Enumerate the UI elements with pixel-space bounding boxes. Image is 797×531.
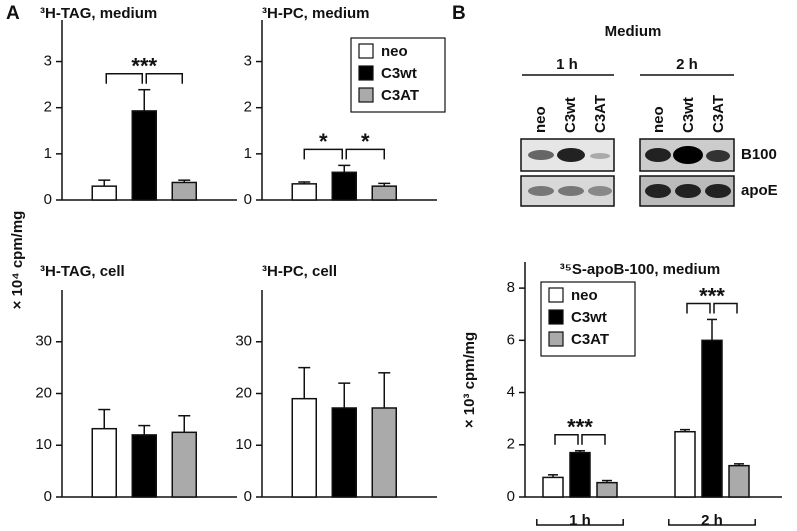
legend-swatch [358, 65, 374, 81]
bar [131, 434, 157, 498]
chart-title: ³H-PC, medium [262, 5, 370, 22]
y-tick-label: 2 [44, 99, 52, 116]
legend-label: C3AT [571, 331, 609, 348]
y-axis-label: × 10⁴ cpm/mg [9, 211, 26, 310]
bar [542, 476, 564, 498]
panel-label: A [6, 3, 20, 24]
legend-swatch [548, 331, 564, 347]
x-tick-label: 1 h [569, 512, 591, 529]
significance-label: *** [567, 415, 593, 440]
bar [91, 427, 117, 498]
y-tick-label: 30 [235, 333, 252, 350]
legend-swatch [548, 287, 564, 303]
y-tick-label: 20 [35, 384, 52, 401]
y-tick-label: 3 [44, 53, 52, 70]
significance-bracket [345, 148, 385, 160]
y-tick-label: 3 [244, 53, 252, 70]
legend-swatch [548, 309, 564, 325]
lane-label: neo [650, 106, 667, 133]
bar [728, 464, 750, 498]
y-axis-label: × 10³ cpm/mg [461, 332, 478, 428]
lane-label: neo [532, 106, 549, 133]
significance-bracket [303, 148, 343, 160]
legend-label: C3AT [381, 87, 419, 104]
bar [596, 481, 618, 498]
y-tick-label: 10 [35, 436, 52, 453]
lane-label: C3wt [680, 97, 697, 133]
y-tick-label: 10 [235, 436, 252, 453]
bar [131, 110, 157, 201]
y-tick-label: 8 [507, 279, 515, 296]
bar [91, 185, 117, 201]
chart-title: ³H-TAG, medium [40, 5, 157, 22]
significance-bracket [105, 72, 183, 84]
y-tick-label: 0 [244, 191, 252, 208]
y-tick-label: 2 [244, 99, 252, 116]
bar [291, 183, 317, 201]
y-tick-label: 6 [507, 331, 515, 348]
legend-label: neo [571, 287, 598, 304]
legend-swatch [358, 87, 374, 103]
chart-title: ³H-TAG, cell [40, 263, 125, 280]
significance-label: * [319, 129, 328, 154]
lane-label: C3AT [710, 95, 727, 133]
legend-label: C3wt [571, 309, 607, 326]
band-label: B100 [741, 146, 777, 163]
bar [171, 431, 197, 498]
y-tick-label: 20 [235, 384, 252, 401]
blot-timepoint: 2 h [676, 56, 698, 73]
significance-label: *** [699, 283, 725, 308]
category-bracket [668, 519, 756, 526]
bar [331, 171, 357, 201]
bar [331, 407, 357, 498]
band-label: apoE [741, 182, 778, 199]
y-tick-label: 1 [244, 145, 252, 162]
bar [701, 339, 723, 498]
bar [371, 185, 397, 201]
significance-bracket [554, 434, 606, 445]
chart-title: ³⁵S-apoB-100, medium [560, 261, 720, 278]
y-tick-label: 4 [507, 384, 515, 401]
bar [171, 181, 197, 201]
chart-title: ³H-PC, cell [262, 263, 337, 280]
panel-label: B [452, 3, 466, 24]
y-tick-label: 0 [244, 488, 252, 505]
y-tick-label: 2 [507, 436, 515, 453]
bar [371, 407, 397, 498]
legend-swatch [358, 43, 374, 59]
blot-title: Medium [605, 23, 662, 40]
significance-label: *** [131, 54, 157, 79]
bar [674, 430, 696, 498]
x-tick-label: 2 h [701, 512, 723, 529]
category-bracket [536, 519, 624, 526]
bar [569, 451, 591, 498]
legend-label: C3wt [381, 65, 417, 82]
bar [291, 397, 317, 498]
y-tick-label: 30 [35, 333, 52, 350]
lane-label: C3AT [592, 95, 609, 133]
y-tick-label: 0 [44, 488, 52, 505]
significance-bracket [686, 302, 738, 314]
significance-label: * [361, 129, 370, 154]
lane-label: C3wt [562, 97, 579, 133]
legend-label: neo [381, 43, 408, 60]
y-tick-label: 1 [44, 145, 52, 162]
y-tick-label: 0 [507, 488, 515, 505]
blot-image [520, 138, 735, 207]
y-tick-label: 0 [44, 191, 52, 208]
blot-timepoint: 1 h [556, 56, 578, 73]
